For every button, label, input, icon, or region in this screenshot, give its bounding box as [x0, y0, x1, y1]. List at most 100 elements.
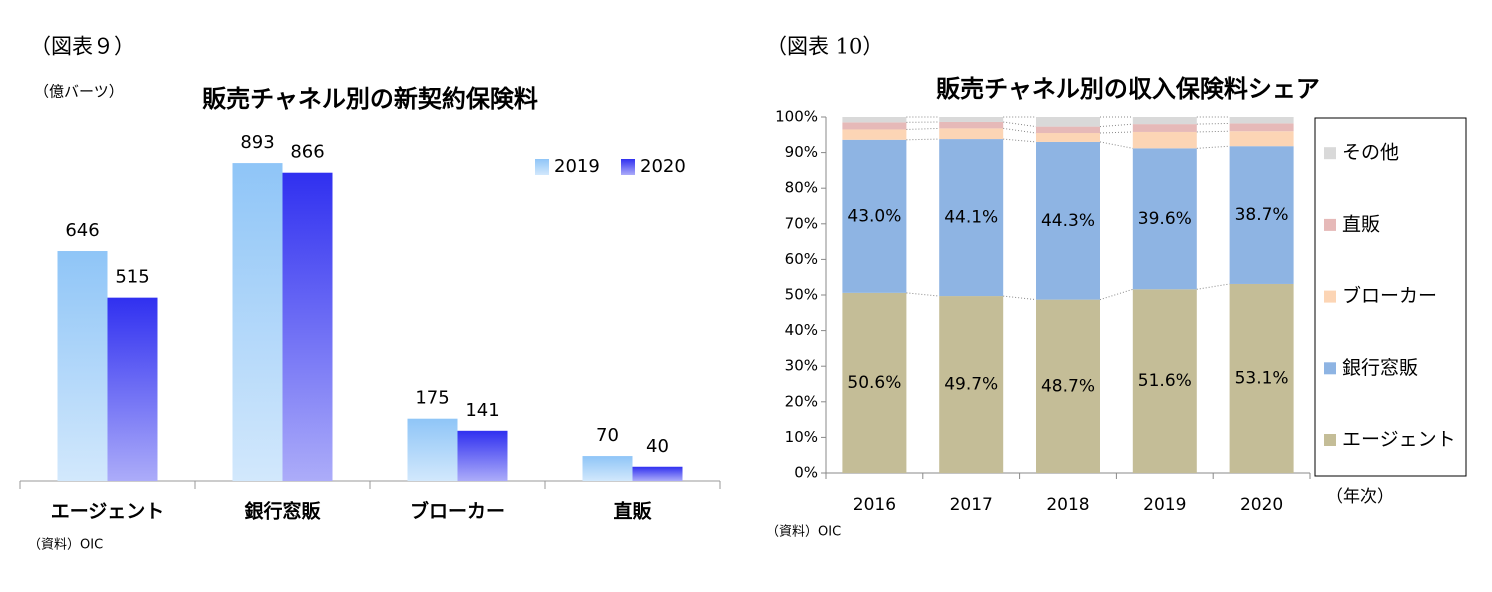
bar-segment [939, 121, 1004, 129]
value-label: 51.6% [1138, 371, 1192, 391]
value-label: 141 [465, 400, 499, 421]
bar-segment [842, 139, 907, 293]
bar-segment [842, 122, 907, 130]
x-tick-label: 直販 [613, 500, 652, 523]
value-label: 646 [65, 220, 99, 241]
x-tick-label: 2017 [950, 495, 993, 515]
unit-label: （億バーツ） [34, 83, 124, 101]
bar-segment [939, 117, 1004, 122]
y-tick-label: 40% [785, 321, 818, 339]
legend-label: ブローカー [1342, 284, 1437, 307]
y-tick-label: 10% [785, 428, 818, 446]
legend-box [1314, 117, 1467, 477]
value-label: 38.7% [1235, 205, 1289, 225]
bar-segment [842, 129, 907, 140]
legend-label: 直販 [1342, 213, 1380, 235]
y-tick-label: 80% [785, 179, 818, 197]
legend-swatch [1324, 290, 1336, 303]
value-label: 43.0% [847, 206, 901, 226]
series-connector [1099, 141, 1133, 149]
series-connector [1196, 122, 1230, 125]
bar-segment [1132, 148, 1197, 290]
value-label: 175 [415, 388, 449, 409]
legend-label: その他 [1342, 142, 1399, 164]
legend-label: 2020 [640, 156, 686, 177]
y-tick-label: 50% [785, 286, 818, 304]
bar-segment [1036, 299, 1100, 473]
value-label: 48.7% [1041, 376, 1095, 396]
bar [457, 430, 508, 481]
bar-segment [1229, 283, 1294, 473]
x-tick-label: 2018 [1046, 495, 1089, 515]
x-tick-label: 2019 [1143, 495, 1186, 515]
bar-segment [1229, 117, 1294, 124]
value-label: 70 [596, 425, 619, 446]
series-connector [1003, 295, 1037, 301]
bar-segment [1132, 131, 1197, 149]
chart-title: 販売チャネル別の収入保険料シェア [936, 75, 1320, 103]
bar-segment [1132, 117, 1197, 125]
bar [632, 466, 683, 481]
figure-label: （図表 10） [766, 35, 883, 59]
bar-segment [1229, 123, 1294, 132]
bar-segment [1132, 124, 1197, 132]
bar-segment [939, 128, 1004, 140]
series-connector [1196, 145, 1230, 149]
bar-segment [842, 292, 907, 473]
bar-segment [1036, 133, 1100, 142]
series-connector [906, 138, 940, 141]
source: （資料）OIC [766, 525, 841, 540]
value-label: 40 [646, 436, 669, 457]
bar-segment [1132, 289, 1197, 473]
bar-segment [1036, 126, 1100, 134]
bar [232, 163, 283, 482]
bar [407, 418, 458, 481]
y-tick-label: 30% [785, 357, 818, 375]
bar-segment [842, 117, 907, 123]
series-connector [906, 292, 940, 297]
x-tick-label: エージェント [51, 501, 165, 523]
legend-swatch [535, 159, 549, 175]
y-tick-label: 70% [785, 214, 818, 232]
legend-label: 2019 [554, 156, 600, 177]
y-tick-label: 100% [775, 108, 818, 126]
figure-label: （図表９） [30, 35, 135, 59]
series-connector [1099, 131, 1133, 134]
legend-label: エージェント [1342, 429, 1456, 451]
series-connector [1003, 127, 1037, 134]
y-tick-label: 90% [785, 143, 818, 161]
bar-segment [1229, 146, 1294, 284]
y-tick-label: 60% [785, 250, 818, 268]
x-tick-label: 2016 [853, 495, 896, 515]
value-label: 53.1% [1235, 368, 1289, 388]
legend-swatch [1324, 218, 1336, 231]
x-tick-label: 銀行窓販 [244, 500, 321, 523]
bar [107, 297, 158, 481]
bar-segment [1036, 117, 1100, 127]
y-tick-label: 0% [794, 464, 818, 482]
source: （資料）OIC [28, 538, 103, 553]
value-label: 39.6% [1138, 209, 1192, 229]
series-connector [1099, 288, 1133, 301]
y-tick-label: 20% [785, 392, 818, 410]
x-axis-label: （年次） [1326, 487, 1394, 507]
legend-swatch [621, 159, 635, 175]
bar-segment [1229, 131, 1294, 147]
bar-segment [939, 139, 1004, 297]
x-tick-label: ブローカー [410, 500, 505, 523]
series-connector [1196, 283, 1230, 290]
bar-segment [939, 296, 1004, 473]
bar [282, 172, 333, 482]
legend-swatch [1324, 434, 1336, 446]
value-label: 866 [290, 142, 324, 163]
bar [57, 251, 108, 481]
value-label: 44.1% [944, 208, 998, 228]
series-connector [1099, 123, 1133, 128]
value-label: 515 [115, 267, 149, 288]
chart-title: 販売チャネル別の新契約保険料 [202, 85, 538, 113]
series-connector [1003, 121, 1037, 128]
legend-label: 銀行窓販 [1342, 357, 1418, 379]
value-label: 49.7% [944, 375, 998, 395]
series-connector [1003, 138, 1037, 143]
